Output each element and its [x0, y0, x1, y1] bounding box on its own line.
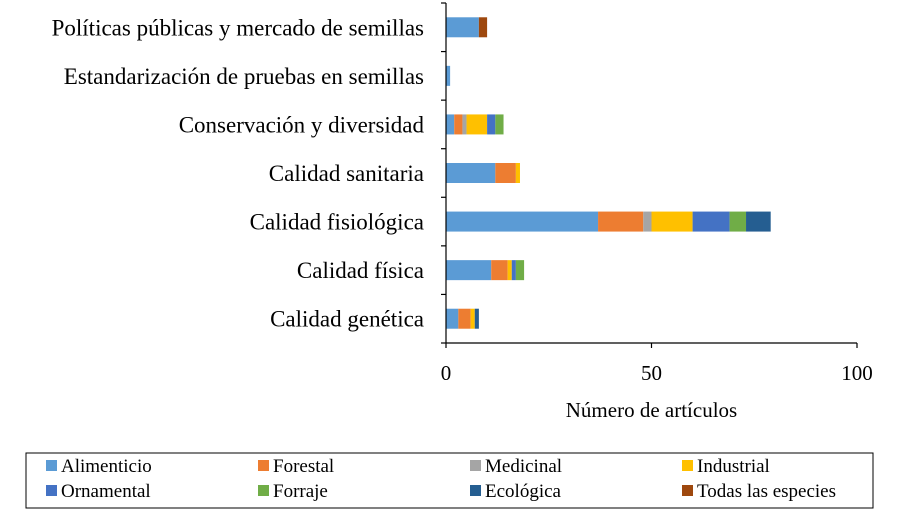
x-tick-label-0: 0 [441, 361, 452, 385]
bar-calidad-fisiologica-alimenticio [446, 211, 599, 232]
bar-calidad-fisiologica-industrial [651, 211, 693, 232]
legend-swatch-forraje [258, 485, 269, 496]
bar-calidad-fisiologica-ecologica [746, 211, 771, 232]
bar-conservacion-y-diversidad-ornamental [487, 114, 496, 135]
x-tick-label-50: 50 [641, 361, 662, 385]
bar-calidad-fisiologica-forestal [598, 211, 644, 232]
bar-calidad-fisica-industrial [507, 260, 512, 281]
bar-calidad-genetica-industrial [470, 308, 475, 329]
bar-calidad-fisica-forraje [515, 260, 525, 281]
legend-label-ornamental: Ornamental [61, 481, 151, 502]
legend-label-medicinal: Medicinal [485, 456, 562, 477]
legend-swatch-ornamental [46, 485, 57, 496]
bar-politicas-publicas-y-mercado-de-semillas-alimenticio [446, 17, 479, 38]
bar-politicas-publicas-y-mercado-de-semillas-todas-las-especies [478, 17, 488, 38]
bar-calidad-genetica-forestal [458, 308, 471, 329]
bar-conservacion-y-diversidad-forraje [495, 114, 504, 135]
bar-calidad-sanitaria-industrial [515, 163, 520, 183]
legend-label-ecologica: Ecológica [485, 481, 562, 502]
bar-calidad-fisica-alimenticio [446, 260, 492, 281]
legend-swatch-industrial [682, 460, 693, 471]
x-tick-label-100: 100 [841, 361, 873, 385]
bar-conservacion-y-diversidad-industrial [466, 114, 488, 135]
bar-calidad-sanitaria-forestal [495, 163, 516, 183]
bar-estandarizacion-de-pruebas-en-semillas-alimenticio [446, 65, 451, 86]
legend-swatch-alimenticio [46, 460, 57, 471]
bar-calidad-fisiologica-forraje [729, 211, 747, 232]
category-label-calidad-fisiologica: Calidad fisiológica [250, 210, 424, 235]
category-label-calidad-genetica: Calidad genética [270, 307, 424, 332]
category-label-calidad-fisica: Calidad física [297, 258, 424, 283]
bar-calidad-fisiologica-medicinal [643, 211, 652, 232]
bar-calidad-genetica-ecologica [474, 308, 479, 329]
legend-swatch-forestal [258, 460, 269, 471]
legend-swatch-ecologica [470, 485, 481, 496]
category-label-calidad-sanitaria: Calidad sanitaria [269, 161, 424, 186]
category-label-estandarizacion-de-pruebas-en-semillas: Estandarización de pruebas en semillas [64, 64, 424, 89]
legend-label-forraje: Forraje [273, 481, 328, 502]
legend-label-forestal: Forestal [273, 456, 334, 477]
bar-conservacion-y-diversidad-medicinal [462, 114, 467, 135]
legend-swatch-medicinal [470, 460, 481, 471]
legend-swatch-todas-las-especies [682, 485, 693, 496]
legend-label-industrial: Industrial [697, 456, 770, 477]
category-label-politicas-publicas-y-mercado-de-semillas: Políticas públicas y mercado de semillas [52, 15, 424, 40]
x-ticks: 0 50 100 [441, 2, 873, 385]
legend: Alimenticio Forestal Medicinal Industrial Or… [25, 452, 874, 509]
bar-calidad-sanitaria-alimenticio [446, 163, 496, 183]
bar-calidad-fisica-ornamental [511, 260, 516, 281]
bar-calidad-fisica-forestal [491, 260, 508, 281]
legend-label-todas-las-especies: Todas las especies [697, 481, 836, 502]
bar-conservacion-y-diversidad-alimenticio [446, 114, 455, 135]
x-axis-title: Número de artículos [566, 398, 737, 422]
legend-box [25, 452, 874, 509]
bars [446, 17, 771, 329]
category-label-conservacion-y-diversidad: Conservación y diversidad [179, 112, 425, 137]
legend-label-alimenticio: Alimenticio [61, 456, 152, 477]
bar-conservacion-y-diversidad-forestal [454, 114, 463, 135]
bar-calidad-fisiologica-ornamental [692, 211, 730, 232]
category-labels: Políticas públicas y mercado de semillas… [52, 15, 425, 331]
bar-calidad-genetica-alimenticio [446, 308, 459, 329]
